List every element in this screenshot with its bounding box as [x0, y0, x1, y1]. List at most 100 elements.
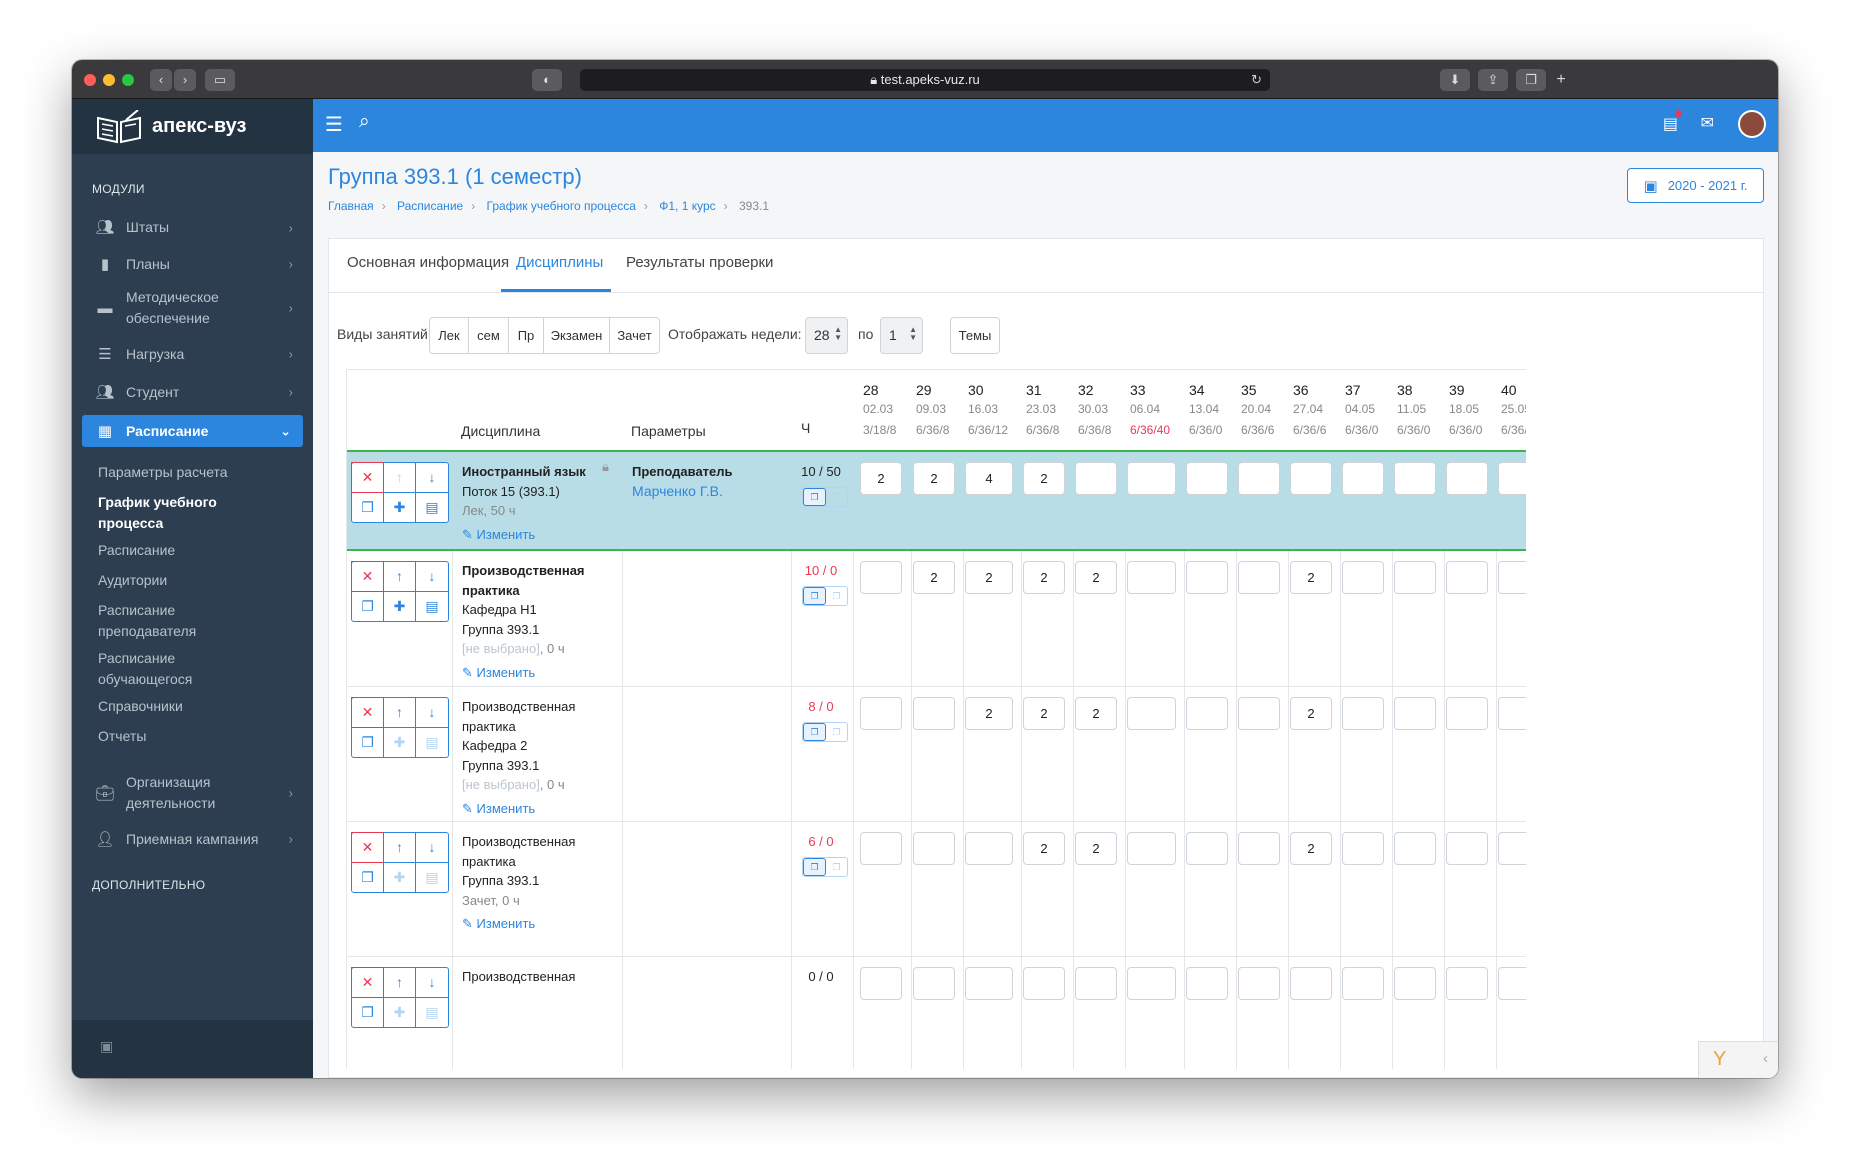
week-to-select[interactable]: 1 ▲ ▼	[880, 317, 923, 354]
shield-icon[interactable]: ◐	[532, 69, 562, 91]
week-hours-input[interactable]	[1075, 462, 1117, 495]
copy-icon[interactable]: ❐	[352, 997, 384, 1027]
week-hours-input[interactable]	[965, 967, 1013, 1000]
week-hours-input[interactable]	[913, 832, 955, 865]
save-icon[interactable]: ▣	[100, 1038, 114, 1054]
week-hours-input[interactable]	[1186, 967, 1228, 1000]
filter-lecture[interactable]: Лек	[429, 317, 469, 354]
tab-check-results[interactable]: Результаты проверки	[626, 254, 774, 271]
search-icon[interactable]: ⌕	[359, 111, 370, 132]
week-hours-input[interactable]	[1342, 462, 1384, 495]
sidebar-item-staff[interactable]: 👥︎ Штаты ›	[72, 210, 313, 245]
week-hours-input[interactable]	[1075, 967, 1117, 1000]
week-hours-input[interactable]	[1342, 561, 1384, 594]
week-hours-input[interactable]	[1342, 697, 1384, 730]
week-hours-input[interactable]	[1238, 832, 1280, 865]
week-hours-input[interactable]	[1446, 462, 1488, 495]
edit-link[interactable]: ✎ Изменить	[462, 914, 622, 934]
week-hours-input[interactable]	[1342, 832, 1384, 865]
list-icon[interactable]: ▤	[425, 733, 439, 750]
week-hours-input[interactable]: 2	[965, 561, 1013, 594]
week-hours-input[interactable]: 2	[1290, 832, 1332, 865]
week-hours-input[interactable]	[1498, 832, 1526, 865]
address-bar[interactable]: 🔒︎ test.apeks-vuz.ru ↻	[580, 69, 1270, 91]
chat-icon[interactable]: ▤	[1663, 110, 1682, 134]
week-hours-input[interactable]	[1186, 462, 1228, 495]
week-hours-input[interactable]	[1238, 561, 1280, 594]
arrow-up-icon[interactable]: ↑	[384, 968, 416, 998]
plus-icon[interactable]: ✚	[384, 862, 416, 892]
chevron-left-icon[interactable]: ‹	[1763, 1050, 1768, 1067]
week-hours-input[interactable]	[1238, 967, 1280, 1000]
delete-icon[interactable]: ✕	[351, 697, 384, 728]
copy-alt-icon[interactable]: ❐	[832, 861, 841, 872]
breadcrumb-course[interactable]: Ф1, 1 курс	[659, 199, 716, 213]
copy-icon[interactable]: ❐	[803, 488, 826, 506]
week-hours-input[interactable]	[1186, 561, 1228, 594]
teacher-link[interactable]: Марченко Г.В.	[632, 482, 723, 499]
arrow-up-icon[interactable]: ↑	[384, 562, 416, 592]
edit-link[interactable]: ✎ Изменить	[462, 663, 622, 683]
sidebar-sub-schedule[interactable]: Расписание	[98, 542, 176, 558]
new-tab-icon[interactable]: +	[1556, 71, 1566, 88]
sidebar-sub-rooms[interactable]: Аудитории	[98, 572, 168, 588]
breadcrumb-study-schedule[interactable]: График учебного процесса	[486, 199, 636, 213]
week-hours-input[interactable]	[1394, 967, 1436, 1000]
list-icon[interactable]: ▤	[425, 868, 439, 885]
week-hours-input[interactable]: 2	[965, 697, 1013, 730]
reload-icon[interactable]: ↻	[1251, 72, 1262, 87]
table-row[interactable]: ✕ ↑ ↓ ❐ ✚ ▤ Производственная практика Кафедра 2…	[347, 687, 1526, 822]
week-hours-input[interactable]	[1446, 832, 1488, 865]
week-hours-input[interactable]: 2	[1023, 462, 1065, 495]
arrow-down-icon[interactable]: ↓	[416, 562, 448, 592]
plus-icon[interactable]: ✚	[384, 997, 416, 1027]
week-hours-input[interactable]	[913, 967, 955, 1000]
filter-practice[interactable]: Пр	[508, 317, 544, 354]
delete-icon[interactable]: ✕	[351, 561, 384, 592]
close-window-button[interactable]	[84, 74, 96, 86]
week-hours-input[interactable]	[1186, 697, 1228, 730]
week-hours-input[interactable]	[1498, 697, 1526, 730]
copy-icon[interactable]: ❐	[803, 858, 826, 876]
week-hours-input[interactable]	[1498, 967, 1526, 1000]
table-row[interactable]: ✕ ↑ ↓ ❐ ✚ ▤ Производственная практика Кафедра Н…	[347, 551, 1526, 687]
arrow-down-icon[interactable]: ↓	[416, 968, 448, 998]
arrow-down-icon[interactable]: ↓	[416, 698, 448, 728]
list-icon[interactable]: ▤	[425, 498, 439, 515]
week-hours-input[interactable]: 2	[1023, 832, 1065, 865]
arrow-up-icon[interactable]: ↑	[384, 698, 416, 728]
week-hours-input[interactable]	[965, 832, 1013, 865]
edit-link[interactable]: ✎ Изменить	[462, 525, 622, 545]
avatar[interactable]	[1738, 110, 1766, 138]
tab-disciplines[interactable]: Дисциплины	[516, 254, 604, 271]
week-hours-input[interactable]: 2	[1023, 697, 1065, 730]
sidebar-sub-study-schedule[interactable]: График учебного процесса	[98, 494, 217, 531]
copy-alt-icon[interactable]: ❐	[832, 491, 841, 502]
copy-icon[interactable]: ❐	[803, 723, 826, 741]
week-hours-input[interactable]: 2	[1075, 697, 1117, 730]
week-hours-input[interactable]: 2	[913, 561, 955, 594]
filter-seminar[interactable]: сем	[468, 317, 509, 354]
sidebar-item-methodical[interactable]: ▬ Методическое обеспечение ›	[72, 283, 294, 333]
sidebar-toggle-icon[interactable]: ▭	[205, 69, 235, 91]
week-hours-input[interactable]	[1446, 967, 1488, 1000]
copy-alt-icon[interactable]: ❐	[832, 590, 841, 601]
plus-icon[interactable]: ✚	[384, 591, 416, 621]
back-icon[interactable]: ‹	[150, 69, 172, 91]
week-hours-input[interactable]	[860, 561, 902, 594]
arrow-up-icon[interactable]: ↑	[384, 463, 416, 493]
minimize-window-button[interactable]	[103, 74, 115, 86]
copy-icon[interactable]: ❐	[803, 587, 826, 605]
filter-credit[interactable]: Зачет	[609, 317, 660, 354]
menu-icon[interactable]: ☰	[325, 114, 343, 136]
sidebar-sub-calc-params[interactable]: Параметры расчета	[98, 464, 228, 480]
table-row[interactable]: ✕ ↑ ↓ ❐ ✚ ▤ Производственная практика Группа 39…	[347, 822, 1526, 957]
week-hours-input[interactable]: 2	[1075, 832, 1117, 865]
week-hours-input[interactable]	[1394, 462, 1436, 495]
week-hours-input[interactable]	[1342, 967, 1384, 1000]
week-hours-input[interactable]	[1394, 832, 1436, 865]
mail-icon[interactable]: ✉	[1700, 115, 1714, 132]
week-hours-input[interactable]	[1290, 462, 1332, 495]
academic-year-button[interactable]: ▣ 2020 - 2021 г.	[1627, 168, 1764, 203]
sidebar-sub-teacher-schedule[interactable]: Расписание преподавателя	[98, 602, 197, 639]
